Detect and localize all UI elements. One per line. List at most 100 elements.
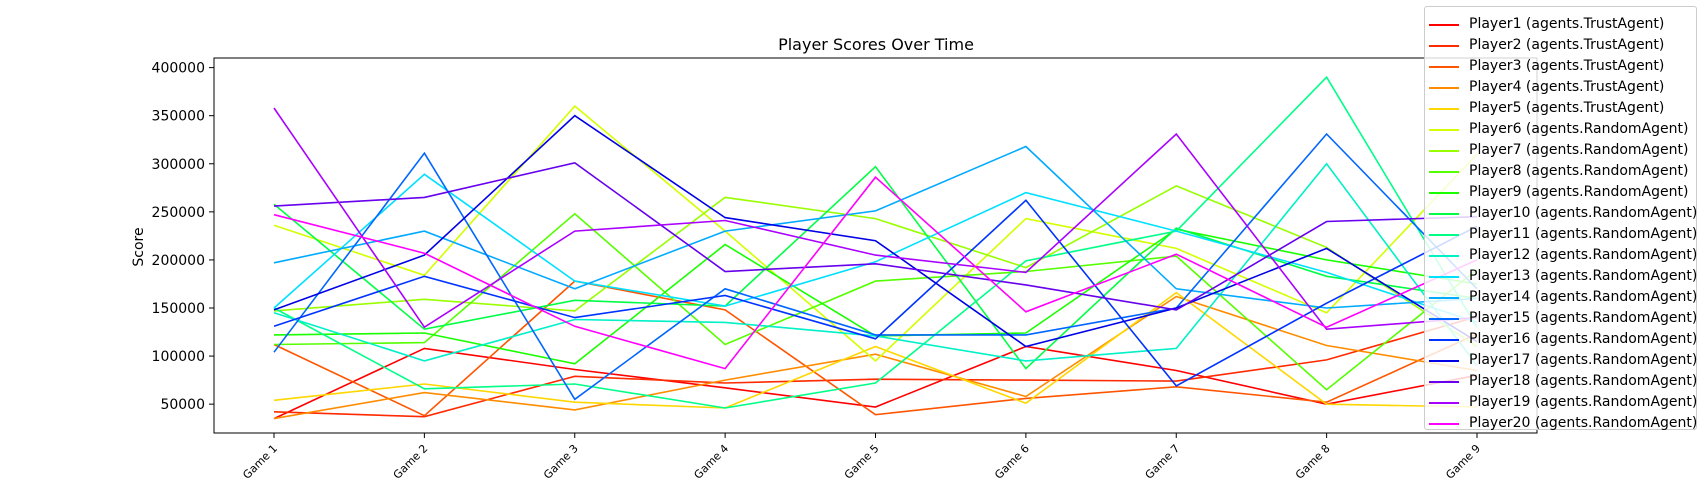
- series-line-player13: [273, 173, 1478, 324]
- legend-label: Player15 (agents.RandomAgent): [1469, 310, 1698, 326]
- legend-item-player15: Player15 (agents.RandomAgent): [1425, 308, 1697, 328]
- plot-frame: [213, 57, 1538, 434]
- x-tick-label: Game 8: [1293, 442, 1333, 482]
- legend-swatch: [1429, 45, 1459, 47]
- series-line-player8: [273, 212, 1478, 391]
- y-tick-label: 400000: [152, 61, 205, 77]
- x-tick-label: Game 7: [1143, 442, 1183, 482]
- series-line-player2: [273, 315, 1478, 418]
- series-line-player14: [273, 145, 1478, 309]
- y-tick-label: 150000: [152, 301, 205, 317]
- legend-item-player4: Player4 (agents.TrustAgent): [1425, 77, 1697, 97]
- legend-item-player17: Player17 (agents.RandomAgent): [1425, 350, 1697, 370]
- series-line-player17: [273, 114, 1478, 348]
- legend-swatch: [1429, 297, 1459, 299]
- legend-label: Player12 (agents.RandomAgent): [1469, 247, 1698, 263]
- legend-swatch: [1429, 255, 1459, 257]
- series-line-player6: [273, 104, 1478, 362]
- legend-swatch: [1429, 129, 1459, 131]
- legend-label: Player17 (agents.RandomAgent): [1469, 352, 1698, 368]
- legend-label: Player16 (agents.RandomAgent): [1469, 331, 1698, 347]
- legend-label: Player1 (agents.TrustAgent): [1469, 16, 1665, 32]
- legend-label: Player5 (agents.TrustAgent): [1469, 100, 1665, 116]
- legend-item-player2: Player2 (agents.TrustAgent): [1425, 35, 1697, 55]
- y-tick-label: 50000: [160, 397, 205, 413]
- legend-label: Player7 (agents.RandomAgent): [1469, 142, 1689, 158]
- legend-swatch: [1429, 402, 1459, 404]
- legend-item-player12: Player12 (agents.RandomAgent): [1425, 245, 1697, 265]
- legend-swatch: [1429, 213, 1459, 215]
- legend-label: Player8 (agents.RandomAgent): [1469, 163, 1689, 179]
- legend: Player1 (agents.TrustAgent) Player2 (agen…: [1424, 6, 1698, 431]
- legend-swatch: [1429, 87, 1459, 89]
- series-line-player20: [273, 176, 1478, 370]
- legend-swatch: [1429, 66, 1459, 68]
- legend-item-player1: Player1 (agents.TrustAgent): [1425, 14, 1697, 34]
- series-line-player15: [273, 132, 1478, 401]
- series-line-player11: [273, 75, 1478, 409]
- series-line-player19: [273, 107, 1478, 331]
- x-tick-label: Game 5: [842, 442, 882, 482]
- legend-swatch: [1429, 381, 1459, 383]
- legend-item-player9: Player9 (agents.RandomAgent): [1425, 182, 1697, 202]
- series-line-player16: [273, 199, 1478, 387]
- y-tick-label: 250000: [152, 205, 205, 221]
- y-tick-label: 300000: [152, 157, 205, 173]
- legend-item-player16: Player16 (agents.RandomAgent): [1425, 329, 1697, 349]
- legend-label: Player18 (agents.RandomAgent): [1469, 373, 1698, 389]
- legend-item-player3: Player3 (agents.TrustAgent): [1425, 56, 1697, 76]
- legend-swatch: [1429, 318, 1459, 320]
- legend-swatch: [1429, 192, 1459, 194]
- x-tick-label: Game 9: [1443, 442, 1483, 482]
- legend-item-player13: Player13 (agents.RandomAgent): [1425, 266, 1697, 286]
- legend-swatch: [1429, 24, 1459, 26]
- legend-label: Player3 (agents.TrustAgent): [1469, 58, 1665, 74]
- legend-label: Player10 (agents.RandomAgent): [1469, 205, 1698, 221]
- legend-swatch: [1429, 423, 1459, 425]
- legend-item-player7: Player7 (agents.RandomAgent): [1425, 140, 1697, 160]
- legend-swatch: [1429, 150, 1459, 152]
- legend-label: Player9 (agents.RandomAgent): [1469, 184, 1689, 200]
- series-line-player5: [273, 291, 1478, 409]
- legend-item-player5: Player5 (agents.TrustAgent): [1425, 98, 1697, 118]
- chart-title: Player Scores Over Time: [778, 35, 974, 54]
- x-tick-label: Game 3: [541, 442, 581, 482]
- x-tick-label: Game 4: [691, 442, 731, 482]
- series-line-player1: [273, 345, 1478, 420]
- series-line-player9: [273, 228, 1478, 365]
- legend-swatch: [1429, 276, 1459, 278]
- legend-label: Player4 (agents.TrustAgent): [1469, 79, 1665, 95]
- legend-label: Player11 (agents.RandomAgent): [1469, 226, 1698, 242]
- x-tick-label: Game 1: [240, 442, 280, 482]
- legend-item-player14: Player14 (agents.RandomAgent): [1425, 287, 1697, 307]
- series-line-player7: [273, 185, 1478, 348]
- y-tick-label: 350000: [152, 109, 205, 125]
- legend-swatch: [1429, 360, 1459, 362]
- y-tick-label: 200000: [152, 253, 205, 269]
- legend-item-player19: Player19 (agents.RandomAgent): [1425, 392, 1697, 412]
- legend-label: Player19 (agents.RandomAgent): [1469, 394, 1698, 410]
- y-axis-label: Score: [131, 227, 147, 266]
- x-tick-label: Game 6: [992, 442, 1032, 482]
- legend-item-player10: Player10 (agents.RandomAgent): [1425, 203, 1697, 223]
- legend-item-player6: Player6 (agents.RandomAgent): [1425, 119, 1697, 139]
- legend-label: Player14 (agents.RandomAgent): [1469, 289, 1698, 305]
- legend-swatch: [1429, 171, 1459, 173]
- legend-swatch: [1429, 234, 1459, 236]
- legend-item-player11: Player11 (agents.RandomAgent): [1425, 224, 1697, 244]
- legend-item-player18: Player18 (agents.RandomAgent): [1425, 371, 1697, 391]
- legend-swatch: [1429, 339, 1459, 341]
- legend-item-player8: Player8 (agents.RandomAgent): [1425, 161, 1697, 181]
- legend-label: Player6 (agents.RandomAgent): [1469, 121, 1689, 137]
- y-tick-label: 100000: [152, 349, 205, 365]
- series-line-player3: [273, 280, 1478, 417]
- legend-label: Player13 (agents.RandomAgent): [1469, 268, 1698, 284]
- series-line-player12: [273, 162, 1478, 367]
- series-line-player10: [273, 165, 1478, 370]
- legend-swatch: [1429, 108, 1459, 110]
- x-tick-label: Game 2: [391, 442, 431, 482]
- legend-label: Player20 (agents.RandomAgent): [1469, 415, 1698, 431]
- series-line-player4: [273, 295, 1478, 420]
- legend-label: Player2 (agents.TrustAgent): [1469, 37, 1665, 53]
